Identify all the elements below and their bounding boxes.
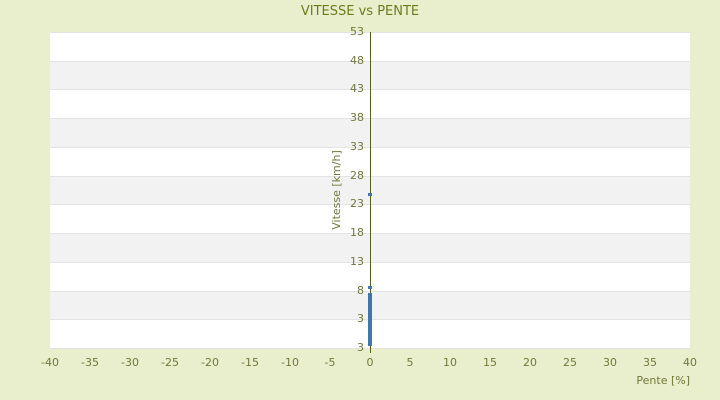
data-point (368, 293, 372, 296)
data-point (368, 325, 372, 328)
y-tick-label: 33 (350, 140, 364, 153)
x-tick-label: 10 (443, 356, 457, 369)
x-tick-label: -20 (201, 356, 219, 369)
plot-area (50, 32, 690, 353)
x-axis-title: Pente [%] (636, 374, 690, 387)
x-tick-label: 5 (406, 356, 414, 369)
x-tick-label: -15 (241, 356, 259, 369)
data-point (368, 295, 372, 298)
data-point (368, 338, 372, 341)
y-tick-label: 13 (350, 255, 364, 268)
y-tick-label: 18 (350, 226, 364, 239)
x-tick-label: -5 (324, 356, 336, 369)
data-point (368, 323, 372, 326)
y-tick-label: 38 (350, 111, 364, 124)
data-point (368, 341, 372, 344)
x-tick-label: -25 (161, 356, 179, 369)
y-tick-label: 43 (350, 82, 364, 95)
x-tick-label: 25 (563, 356, 577, 369)
data-point (368, 299, 372, 302)
data-point (368, 311, 372, 314)
x-tick-label: 30 (603, 356, 617, 369)
data-point (368, 336, 372, 339)
x-tick-label: -40 (41, 356, 59, 369)
x-tick-label: 35 (643, 356, 657, 369)
x-tick-label: -30 (121, 356, 139, 369)
y-tick-label: 8 (357, 284, 364, 297)
data-point (368, 327, 372, 330)
x-tick-label: -10 (281, 356, 299, 369)
y-axis-bottom-label: 3 (357, 341, 364, 354)
data-point (368, 306, 372, 309)
zero-axis-line (370, 32, 371, 353)
y-tick-label: 48 (350, 54, 364, 67)
data-point (368, 313, 372, 316)
y-tick-label: 53 (350, 25, 364, 38)
data-point (368, 343, 372, 346)
data-point (368, 304, 372, 307)
y-tick-label: 3 (357, 312, 364, 325)
data-point (368, 320, 372, 323)
x-tick-label: -35 (81, 356, 99, 369)
x-tick-label: 15 (483, 356, 497, 369)
data-point (368, 301, 372, 304)
y-tick-label: 28 (350, 169, 364, 182)
data-point (368, 193, 372, 196)
data-point (368, 332, 372, 335)
data-point (368, 334, 372, 337)
x-tick-label: 20 (523, 356, 537, 369)
data-point (368, 315, 372, 318)
y-tick-label: 23 (350, 197, 364, 210)
y-axis-title: Vitesse [km/h] (330, 150, 343, 230)
data-point (368, 330, 372, 333)
chart-title: VITESSE vs PENTE (300, 4, 420, 19)
x-tick-label: 0 (366, 356, 374, 369)
data-point (368, 318, 372, 321)
x-tick-label: 40 (683, 356, 697, 369)
data-point (368, 286, 372, 289)
data-point (368, 308, 372, 311)
